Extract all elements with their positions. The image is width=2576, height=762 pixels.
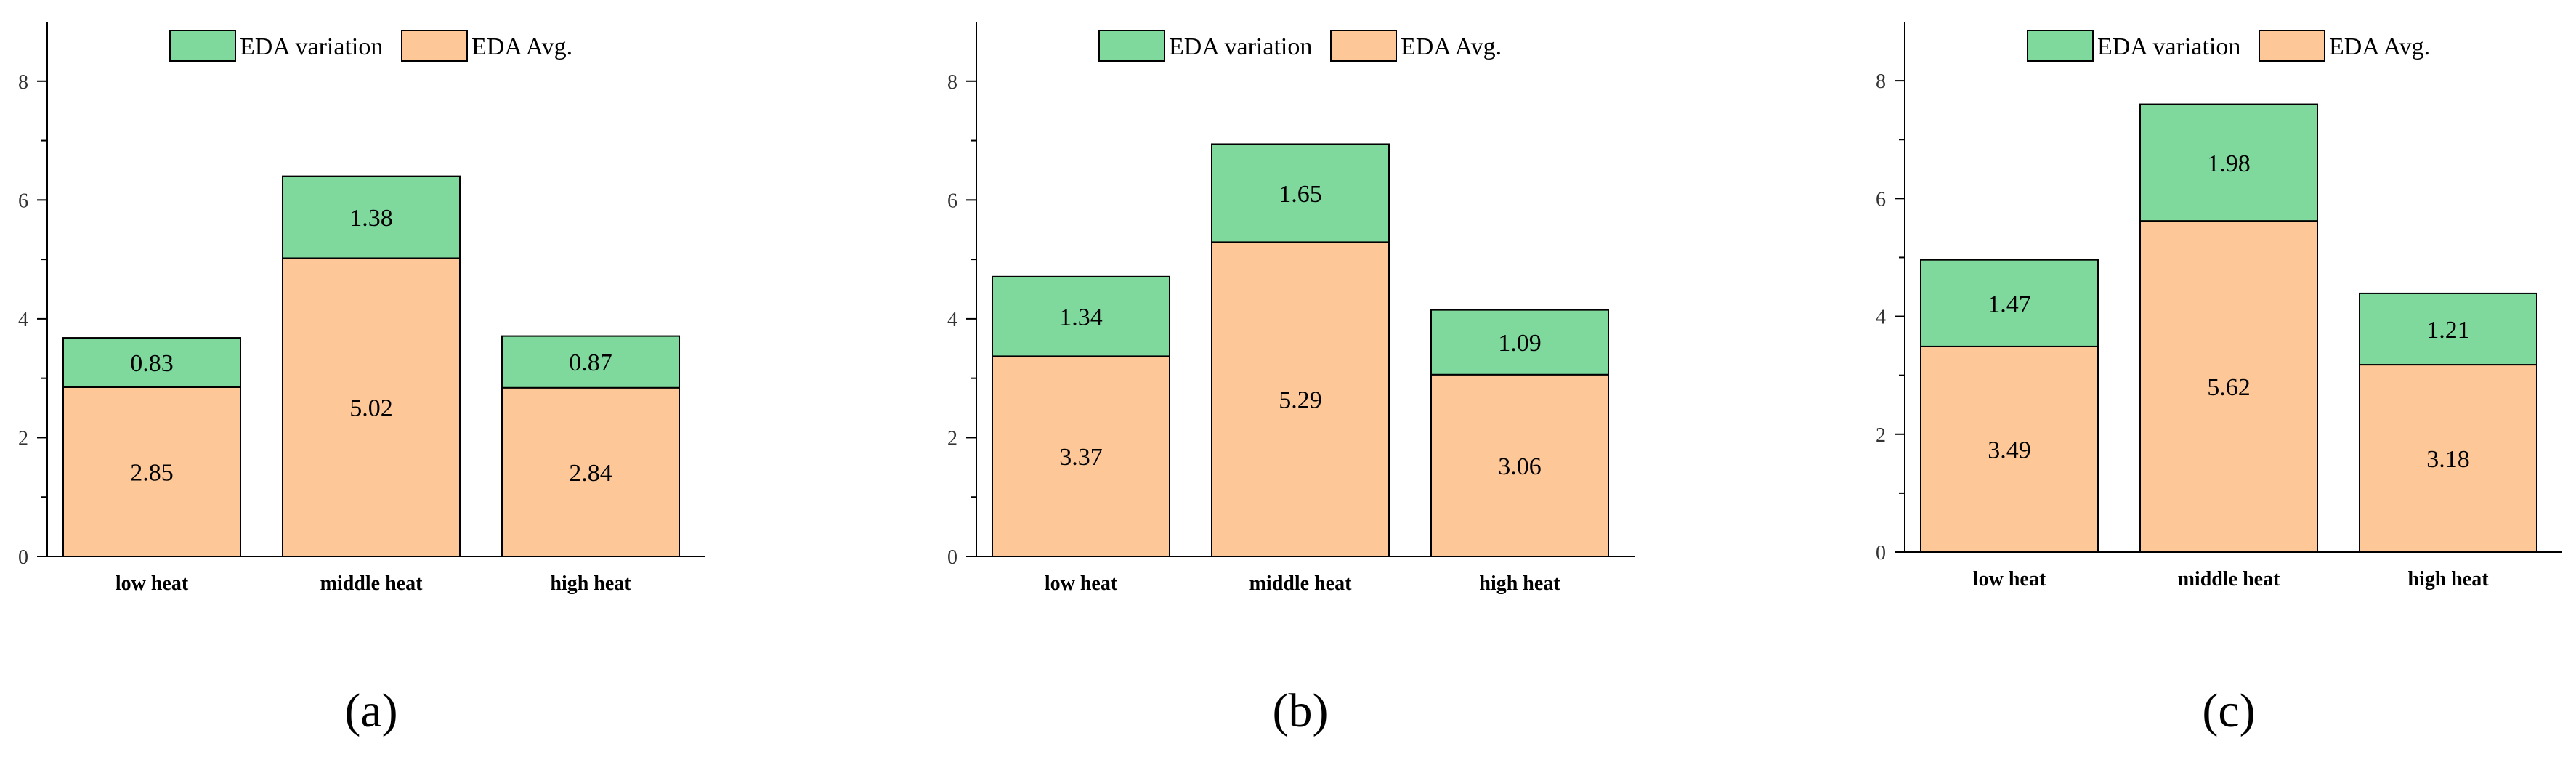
legend-swatch-eda-variation: [169, 30, 236, 62]
y-tick-label: 8: [947, 71, 957, 94]
legend-label-eda-avg: EDA Avg.: [2329, 33, 2430, 60]
legend-swatch-eda-variation: [2027, 30, 2094, 62]
legend-label-eda-variation: EDA variation: [2097, 33, 2240, 60]
data-label-eda-variation: 1.34: [1059, 304, 1103, 331]
y-tick-label: 4: [1876, 307, 1886, 329]
y-tick-label: 2: [1876, 424, 1886, 447]
data-label-eda-avg: 5.02: [349, 395, 393, 422]
data-label-eda-avg: 2.84: [569, 460, 612, 487]
bar-eda-variation: [1430, 309, 1609, 376]
bar-eda-variation: [992, 275, 1170, 357]
bar-eda-avg: [1920, 345, 2099, 553]
bar-eda-avg: [1211, 241, 1390, 557]
legend-label-eda-variation: EDA variation: [1169, 33, 1312, 60]
x-tick-label: middle heat: [320, 572, 423, 595]
legend-label-eda-avg: EDA Avg.: [1401, 33, 1502, 60]
x-tick-label: low heat: [1045, 572, 1118, 595]
bar-eda-variation: [62, 337, 241, 388]
legend-swatch-eda-avg: [2259, 30, 2325, 62]
bar-eda-variation: [2139, 103, 2318, 222]
bar-eda-avg: [2139, 220, 2318, 553]
legend-swatch-eda-variation: [1098, 30, 1165, 62]
panel-label: (c): [2202, 684, 2255, 737]
y-tick-label: 4: [18, 309, 28, 331]
chart-panel-1: 0 2 4 6 8 2.85 0.83 low heat 5.02 1.38 middle heat…: [18, 22, 705, 737]
y-tick-label: 6: [947, 190, 957, 212]
data-label-eda-avg: 5.62: [2207, 374, 2251, 401]
x-tick-label: high heat: [2407, 568, 2489, 591]
y-tick-label: 6: [1876, 188, 1886, 211]
data-label-eda-avg: 3.49: [1988, 437, 2031, 463]
y-tick-label: 0: [18, 546, 28, 569]
chart-panel-3: 0 2 4 6 8 3.49 1.47 low heat 5.62 1.98 middle heat…: [1876, 22, 2562, 737]
data-label-eda-avg: 5.29: [1279, 387, 1322, 414]
panel-label: (a): [344, 684, 397, 737]
bar-eda-avg: [282, 257, 461, 557]
legend-swatch-eda-avg: [401, 30, 468, 62]
y-tick-label: 2: [18, 427, 28, 450]
x-tick-label: middle heat: [2178, 568, 2280, 591]
legend-label-eda-avg: EDA Avg.: [471, 33, 572, 60]
x-tick-label: low heat: [116, 572, 189, 595]
x-tick-label: low heat: [1973, 568, 2046, 591]
legend-label-eda-variation: EDA variation: [240, 33, 383, 60]
data-label-eda-variation: 1.21: [2426, 317, 2470, 344]
data-label-eda-avg: 2.85: [130, 459, 174, 486]
data-label-eda-variation: 1.47: [1988, 291, 2031, 317]
y-tick-label: 2: [947, 427, 957, 450]
y-tick-label: 8: [1876, 70, 1886, 93]
y-tick-label: 0: [947, 546, 957, 569]
x-tick-label: middle heat: [1249, 572, 1352, 595]
y-tick-label: 6: [18, 190, 28, 212]
bar-eda-variation: [1920, 259, 2099, 347]
y-tick-label: 8: [18, 71, 28, 94]
data-label-eda-variation: 1.09: [1498, 330, 1542, 357]
x-tick-label: high heat: [1479, 572, 1560, 595]
data-label-eda-variation: 1.65: [1279, 181, 1322, 208]
panel-label: (b): [1273, 684, 1329, 737]
y-tick-label: 4: [947, 309, 957, 331]
bar-eda-avg: [62, 386, 241, 558]
y-tick-label: 0: [1876, 542, 1886, 564]
legend-swatch-eda-avg: [1330, 30, 1397, 62]
chart-panel-2: 0 2 4 6 8 3.37 1.34 low heat 5.29 1.65 middle heat…: [947, 22, 1635, 737]
bar-eda-variation: [1211, 143, 1390, 243]
data-label-eda-variation: 0.83: [130, 350, 174, 377]
bar-eda-avg: [501, 386, 680, 557]
data-label-eda-avg: 3.37: [1059, 444, 1103, 471]
data-label-eda-avg: 3.06: [1498, 453, 1542, 480]
bar-eda-variation: [2359, 292, 2537, 366]
data-label-eda-avg: 3.18: [2426, 446, 2470, 473]
data-label-eda-variation: 1.38: [349, 205, 393, 232]
bar-eda-avg: [2359, 364, 2537, 553]
data-label-eda-variation: 0.87: [569, 349, 612, 376]
bar-eda-avg: [992, 355, 1170, 557]
bar-eda-variation: [282, 175, 461, 259]
data-label-eda-variation: 1.98: [2207, 150, 2251, 177]
bar-eda-variation: [501, 335, 680, 389]
x-tick-label: high heat: [550, 572, 631, 595]
bar-eda-avg: [1430, 373, 1609, 558]
